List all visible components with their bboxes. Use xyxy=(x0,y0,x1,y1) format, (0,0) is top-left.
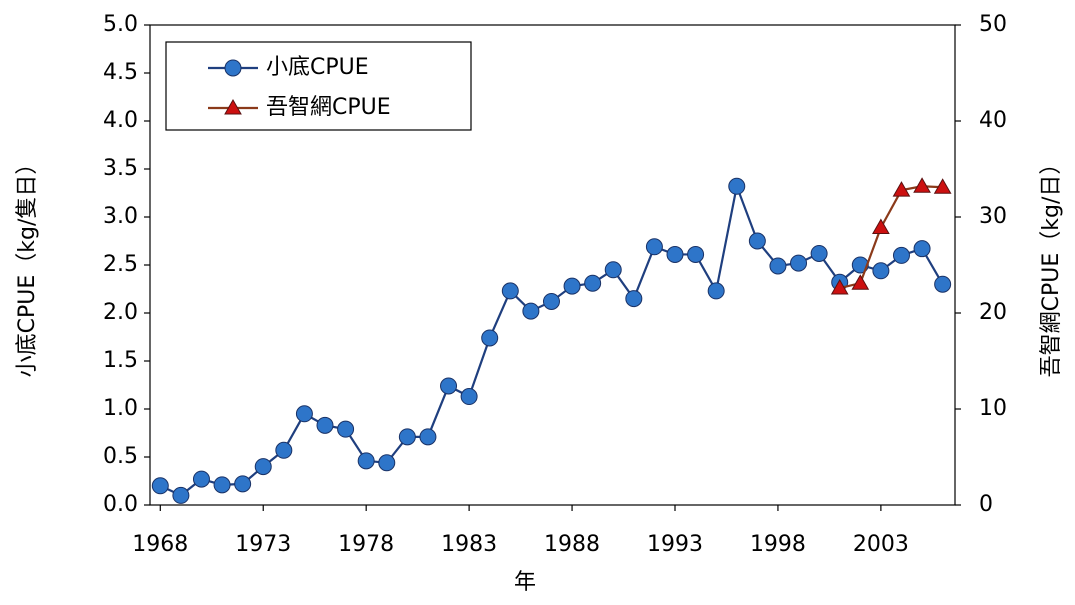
data-point xyxy=(851,274,870,290)
data-point xyxy=(645,238,663,256)
data-point xyxy=(295,405,313,423)
y-tick-label: 0.0 xyxy=(103,492,138,517)
data-point xyxy=(604,261,622,279)
y2-tick-label: 30 xyxy=(979,204,1007,229)
y-tick-label: 5.0 xyxy=(103,12,138,37)
x-tick-label: 2003 xyxy=(853,532,909,557)
data-point xyxy=(872,218,890,235)
legend-label: 小底CPUE xyxy=(266,55,369,80)
data-point xyxy=(542,292,560,310)
data-point xyxy=(728,177,746,195)
data-point xyxy=(213,476,231,494)
data-point xyxy=(440,377,458,395)
y2-tick-label: 20 xyxy=(979,300,1007,325)
data-point xyxy=(337,420,355,438)
data-point xyxy=(378,454,396,472)
data-point xyxy=(810,244,828,262)
data-point xyxy=(234,475,252,493)
data-point xyxy=(872,262,890,280)
x-tick-label: 1983 xyxy=(441,532,497,557)
legend-box xyxy=(165,41,472,131)
y-tick-label: 3.5 xyxy=(103,156,138,181)
y2-tick-label: 10 xyxy=(979,396,1007,421)
data-point xyxy=(790,254,808,272)
data-point xyxy=(398,428,416,446)
y-tick-label: 1.5 xyxy=(103,348,138,373)
data-point xyxy=(913,240,931,258)
data-point xyxy=(584,274,602,292)
y2-tick-label: 0 xyxy=(979,492,993,517)
y-axis-label: 小底CPUE（kg/隻日） xyxy=(15,153,40,378)
y2-axis-label: 吾智網CPUE（kg/日） xyxy=(1039,153,1064,378)
data-point xyxy=(687,245,705,263)
data-point xyxy=(192,470,210,488)
x-tick-label: 1988 xyxy=(544,532,600,557)
data-point xyxy=(769,257,787,275)
data-point xyxy=(892,181,911,197)
data-point xyxy=(830,279,849,295)
data-point xyxy=(625,290,643,308)
data-point xyxy=(913,177,931,193)
series-line xyxy=(839,185,943,290)
data-point xyxy=(275,441,293,459)
data-point xyxy=(151,477,169,495)
legend-label: 吾智網CPUE xyxy=(266,95,391,120)
data-point xyxy=(254,458,272,476)
y-tick-label: 2.5 xyxy=(103,252,138,277)
data-point xyxy=(419,428,437,446)
data-point xyxy=(563,277,581,295)
data-point xyxy=(707,282,725,300)
legend-marker xyxy=(224,59,242,77)
y-tick-label: 2.0 xyxy=(103,300,138,325)
data-point xyxy=(851,256,869,274)
data-point xyxy=(666,245,684,263)
data-point xyxy=(316,416,334,434)
y2-tick-label: 40 xyxy=(979,108,1007,133)
x-tick-label: 1978 xyxy=(338,532,394,557)
data-point xyxy=(481,329,499,347)
y-tick-label: 4.0 xyxy=(103,108,138,133)
data-point xyxy=(934,275,952,293)
data-point xyxy=(357,452,375,470)
data-point xyxy=(172,486,190,504)
x-tick-label: 1968 xyxy=(132,532,188,557)
data-point xyxy=(460,388,478,406)
y-tick-label: 0.5 xyxy=(103,444,138,469)
x-axis-label: 年 xyxy=(514,570,536,595)
data-point xyxy=(933,178,952,194)
data-point xyxy=(522,302,540,320)
legend-marker xyxy=(224,98,242,115)
data-point xyxy=(748,232,766,250)
y-tick-label: 3.0 xyxy=(103,204,138,229)
data-point xyxy=(892,246,910,264)
x-tick-label: 1973 xyxy=(235,532,291,557)
x-tick-label: 1993 xyxy=(647,532,703,557)
y2-tick-label: 50 xyxy=(979,12,1007,37)
y-tick-label: 4.5 xyxy=(103,60,138,85)
x-tick-label: 1998 xyxy=(750,532,806,557)
y-tick-label: 1.0 xyxy=(103,396,138,421)
data-point xyxy=(501,282,519,300)
